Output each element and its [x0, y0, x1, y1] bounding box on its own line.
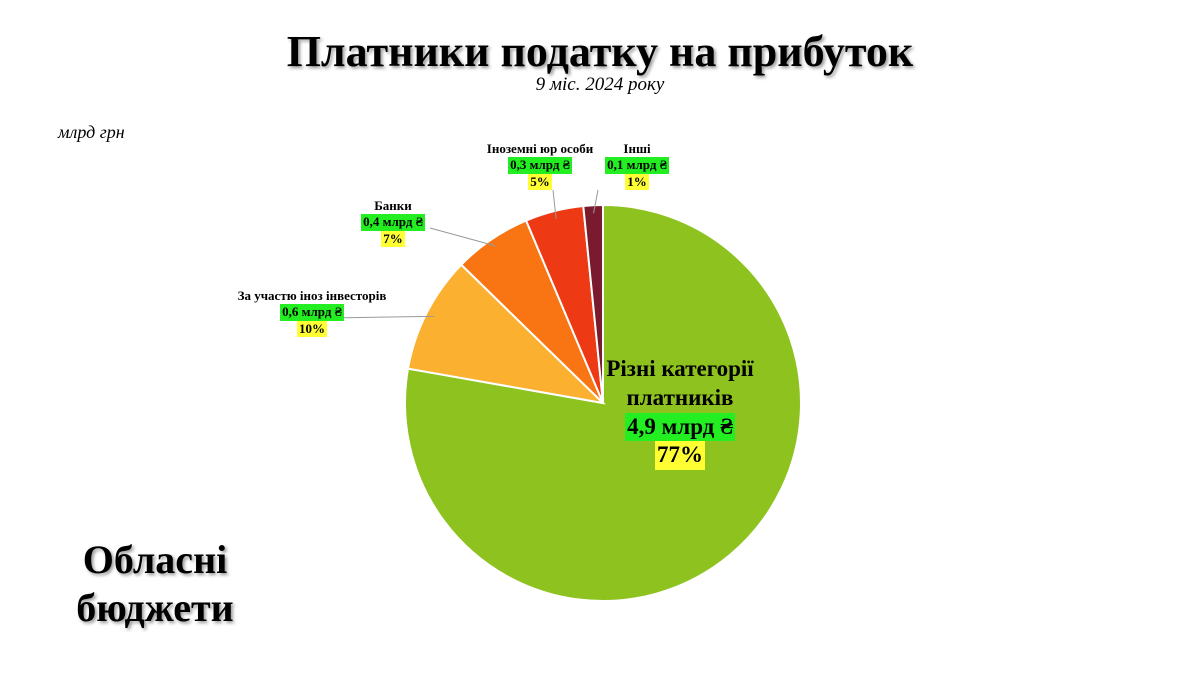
value-label: 0,3 млрд ₴	[508, 157, 572, 174]
row: 10%	[237, 320, 387, 337]
value-label: 4,9 млрд ₴	[625, 412, 735, 442]
row: 5%	[470, 173, 610, 190]
leader-line	[552, 189, 557, 219]
category-label: Різні категорії платників	[606, 356, 754, 410]
row: 7%	[343, 230, 443, 247]
row: 0,3 млрд ₴	[470, 157, 610, 174]
row: 0,6 млрд ₴	[237, 304, 387, 321]
side-label: Обласні бюджети	[76, 537, 234, 630]
pie-slice	[406, 263, 607, 405]
unit-label: млрд грн	[58, 122, 125, 142]
share-label: 7%	[381, 230, 405, 247]
chart-title: Платники податку на прибуток	[286, 27, 914, 76]
data-label: Різні категорії платників 4,9 млрд ₴ 77%	[600, 355, 760, 470]
category-label: Іноземні юр особи	[486, 141, 594, 156]
leader-line	[429, 227, 497, 247]
share-label: 1%	[625, 173, 649, 190]
data-label: Банки 0,4 млрд ₴ 7%	[343, 198, 443, 247]
value-label: 0,1 млрд ₴	[605, 157, 669, 174]
share-label: 10%	[297, 320, 327, 337]
pie-slice	[582, 203, 604, 404]
share-label: 5%	[528, 173, 552, 190]
category-label: За участю іноз інвесторів	[237, 288, 387, 303]
value-label: 0,6 млрд ₴	[280, 304, 344, 321]
category-label: Інші	[623, 141, 651, 156]
data-label: Інші 0,1 млрд ₴ 1%	[597, 141, 677, 190]
data-label: Іноземні юр особи 0,3 млрд ₴ 5%	[470, 141, 610, 190]
value-label: 0,4 млрд ₴	[361, 214, 425, 231]
chart-subtitle: 9 міс. 2024 року	[535, 74, 665, 95]
category-label: Банки	[374, 198, 412, 213]
pie-slice	[404, 203, 802, 602]
row: 0,1 млрд ₴	[597, 157, 677, 174]
share-label: 77%	[655, 441, 705, 470]
leader-line	[329, 315, 434, 319]
row: 1%	[597, 173, 677, 190]
row: 77%	[600, 441, 760, 470]
leader-line	[593, 189, 599, 214]
row: 4,9 млрд ₴	[600, 412, 760, 442]
data-label: За участю іноз інвесторів 0,6 млрд ₴ 10%	[237, 288, 387, 337]
row: 0,4 млрд ₴	[343, 214, 443, 231]
